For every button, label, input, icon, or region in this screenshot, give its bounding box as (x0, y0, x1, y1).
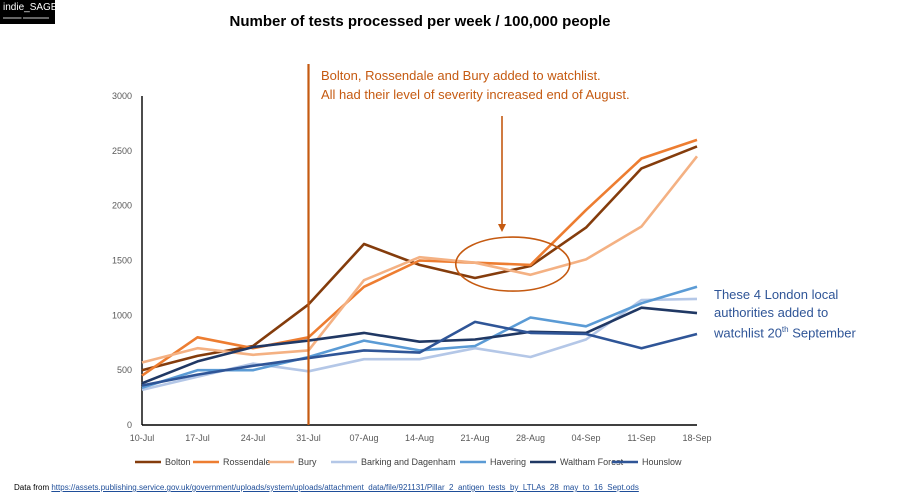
x-tick-label: 18-Sep (682, 433, 711, 443)
legend-label: Hounslow (642, 457, 682, 467)
annotation-arrowhead (498, 224, 506, 232)
y-tick-label: 3000 (112, 91, 132, 101)
legend-label: Waltham Forest (560, 457, 624, 467)
annotation-date-sup: th (781, 325, 789, 334)
annotation-date-prefix: watchlist 20 (714, 325, 782, 341)
logo-name: indie_SAGE (3, 2, 58, 13)
annotation-date-suffix: September (788, 325, 856, 341)
source-link[interactable]: https://assets.publishing.service.gov.uk… (51, 483, 639, 492)
annotation-line-2: All had their level of severity increase… (321, 87, 630, 102)
series-line-waltham-forest (141, 306, 698, 385)
series-line-havering (141, 285, 698, 389)
x-tick-label: 11-Sep (627, 433, 655, 443)
x-tick-label: 31-Jul (296, 433, 321, 443)
x-tick-label: 28-Aug (516, 433, 545, 443)
x-tick-label: 21-Aug (460, 433, 489, 443)
legend-label: Rossendale (223, 457, 271, 467)
x-tick-label: 14-Aug (405, 433, 434, 443)
source-prefix: Data from (14, 483, 52, 492)
legend-label: Bury (298, 457, 317, 467)
annotation-line-2: authorities added to (714, 304, 829, 320)
y-tick-label: 1500 (112, 256, 132, 266)
watchlist-annotation-northwest: Bolton, Rossendale and Bury added to wat… (321, 66, 630, 104)
series-line-hounslow (141, 320, 698, 387)
data-source: Data from https://assets.publishing.serv… (14, 483, 639, 492)
annotation-line-1: Bolton, Rossendale and Bury added to wat… (321, 68, 601, 83)
y-tick-label: 500 (117, 365, 132, 375)
legend-label: Bolton (165, 457, 191, 467)
indie-sage-logo: indie_SAGE (0, 0, 58, 24)
chart-title: Number of tests processed per week / 100… (229, 13, 611, 30)
logo-tagline-graphic (3, 17, 49, 19)
y-tick-label: 2000 (112, 201, 132, 211)
legend-label: Barking and Dagenham (361, 457, 456, 467)
series-line-bolton (141, 145, 698, 372)
legend-label: Havering (490, 457, 526, 467)
watchlist-annotation-london: These 4 London local authorities added t… (714, 286, 856, 342)
annotation-line-1: These 4 London local (714, 287, 839, 302)
y-tick-label: 0 (127, 420, 132, 430)
x-tick-label: 07-Aug (349, 433, 378, 443)
highlight-ellipse (454, 236, 571, 292)
x-tick-label: 04-Sep (571, 433, 600, 443)
x-tick-label: 10-Jul (130, 433, 155, 443)
x-tick-label: 24-Jul (241, 433, 266, 443)
series-line-rossendale (141, 138, 698, 377)
y-tick-label: 1000 (112, 310, 132, 320)
y-tick-label: 2500 (112, 146, 132, 156)
x-tick-label: 17-Jul (185, 433, 210, 443)
series-line-barking-and-dagenham (141, 297, 698, 392)
annotation-line-3: watchlist 20th September (714, 321, 856, 342)
